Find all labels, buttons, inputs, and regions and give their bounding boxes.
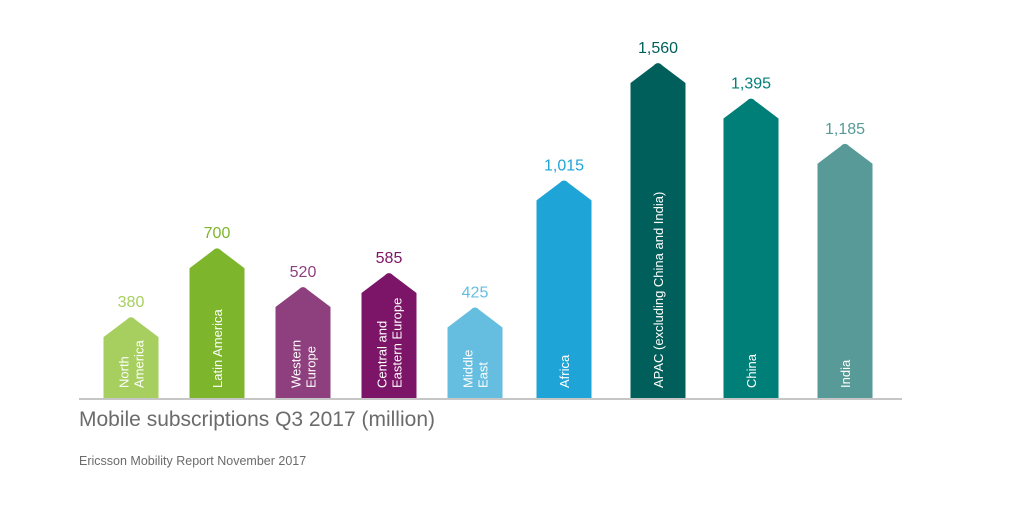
category-label-line: APAC (excluding China and India) [651,192,666,388]
bar-group: 520 WesternEurope [275,264,331,398]
category-label: WesternEurope [289,340,319,388]
bar [630,63,686,398]
category-label: Latin America [210,308,225,388]
category-label-line: China [744,353,759,388]
category-label: Africa [557,354,572,388]
chart-title: Mobile subscriptions Q3 2017 (million) [79,408,435,431]
bar [275,287,331,398]
data-label: 1,015 [544,157,584,174]
category-label-line: Africa [557,354,572,388]
bar [447,307,503,398]
bar-group: 1,185 India [817,121,873,398]
chart-source: Ericsson Mobility Report November 2017 [79,454,307,468]
bar [723,98,779,398]
data-label: 1,560 [638,40,678,57]
data-label: 1,395 [731,76,771,93]
bar-group: 700 Latin America [189,225,245,398]
category-label-line: North [117,356,132,388]
category-label: NorthAmerica [117,340,147,388]
bar [817,143,873,398]
bar-group: 1,015 Africa [536,157,592,398]
category-label-line: India [838,359,853,388]
bar-group: 425 MiddleEast [447,284,503,398]
category-label-line: Middle [461,350,476,388]
category-label-line: Eastern Europe [390,298,405,388]
bar [103,317,159,398]
data-label: 380 [118,294,145,311]
bar [189,248,245,398]
category-label-line: East [476,362,491,388]
bar-group: 585 Central andEastern Europe [361,250,417,398]
bar-group: 1,395 China [723,76,779,398]
category-label-line: Western [289,340,304,388]
category-label-line: America [132,340,147,388]
bar [361,273,417,398]
category-label: APAC (excluding China and India) [651,192,666,388]
data-label: 520 [290,264,317,281]
data-label: 425 [462,284,489,301]
category-label-line: Latin America [210,308,225,388]
category-label: India [838,359,853,388]
bar-group: 380 NorthAmerica [103,294,159,398]
category-label: Central andEastern Europe [375,298,405,388]
category-label: China [744,353,759,388]
data-label: 700 [204,225,231,242]
data-label: 585 [376,250,403,267]
data-label: 1,185 [825,121,865,138]
category-label-line: Europe [304,346,319,388]
category-label-line: Central and [375,321,390,388]
bar-group: 1,560 APAC (excluding China and India) [630,40,686,398]
bar [536,180,592,398]
category-label: MiddleEast [461,350,491,388]
